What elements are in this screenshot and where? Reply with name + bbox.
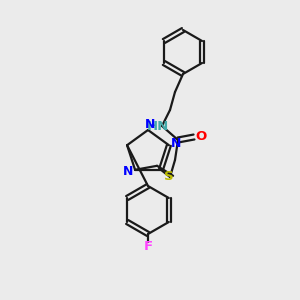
Text: N: N (171, 137, 181, 150)
Text: O: O (195, 130, 207, 143)
Text: S: S (164, 170, 174, 184)
Text: F: F (143, 241, 153, 254)
Text: N: N (123, 165, 133, 178)
Text: N: N (145, 118, 155, 130)
Text: HN: HN (147, 119, 169, 133)
